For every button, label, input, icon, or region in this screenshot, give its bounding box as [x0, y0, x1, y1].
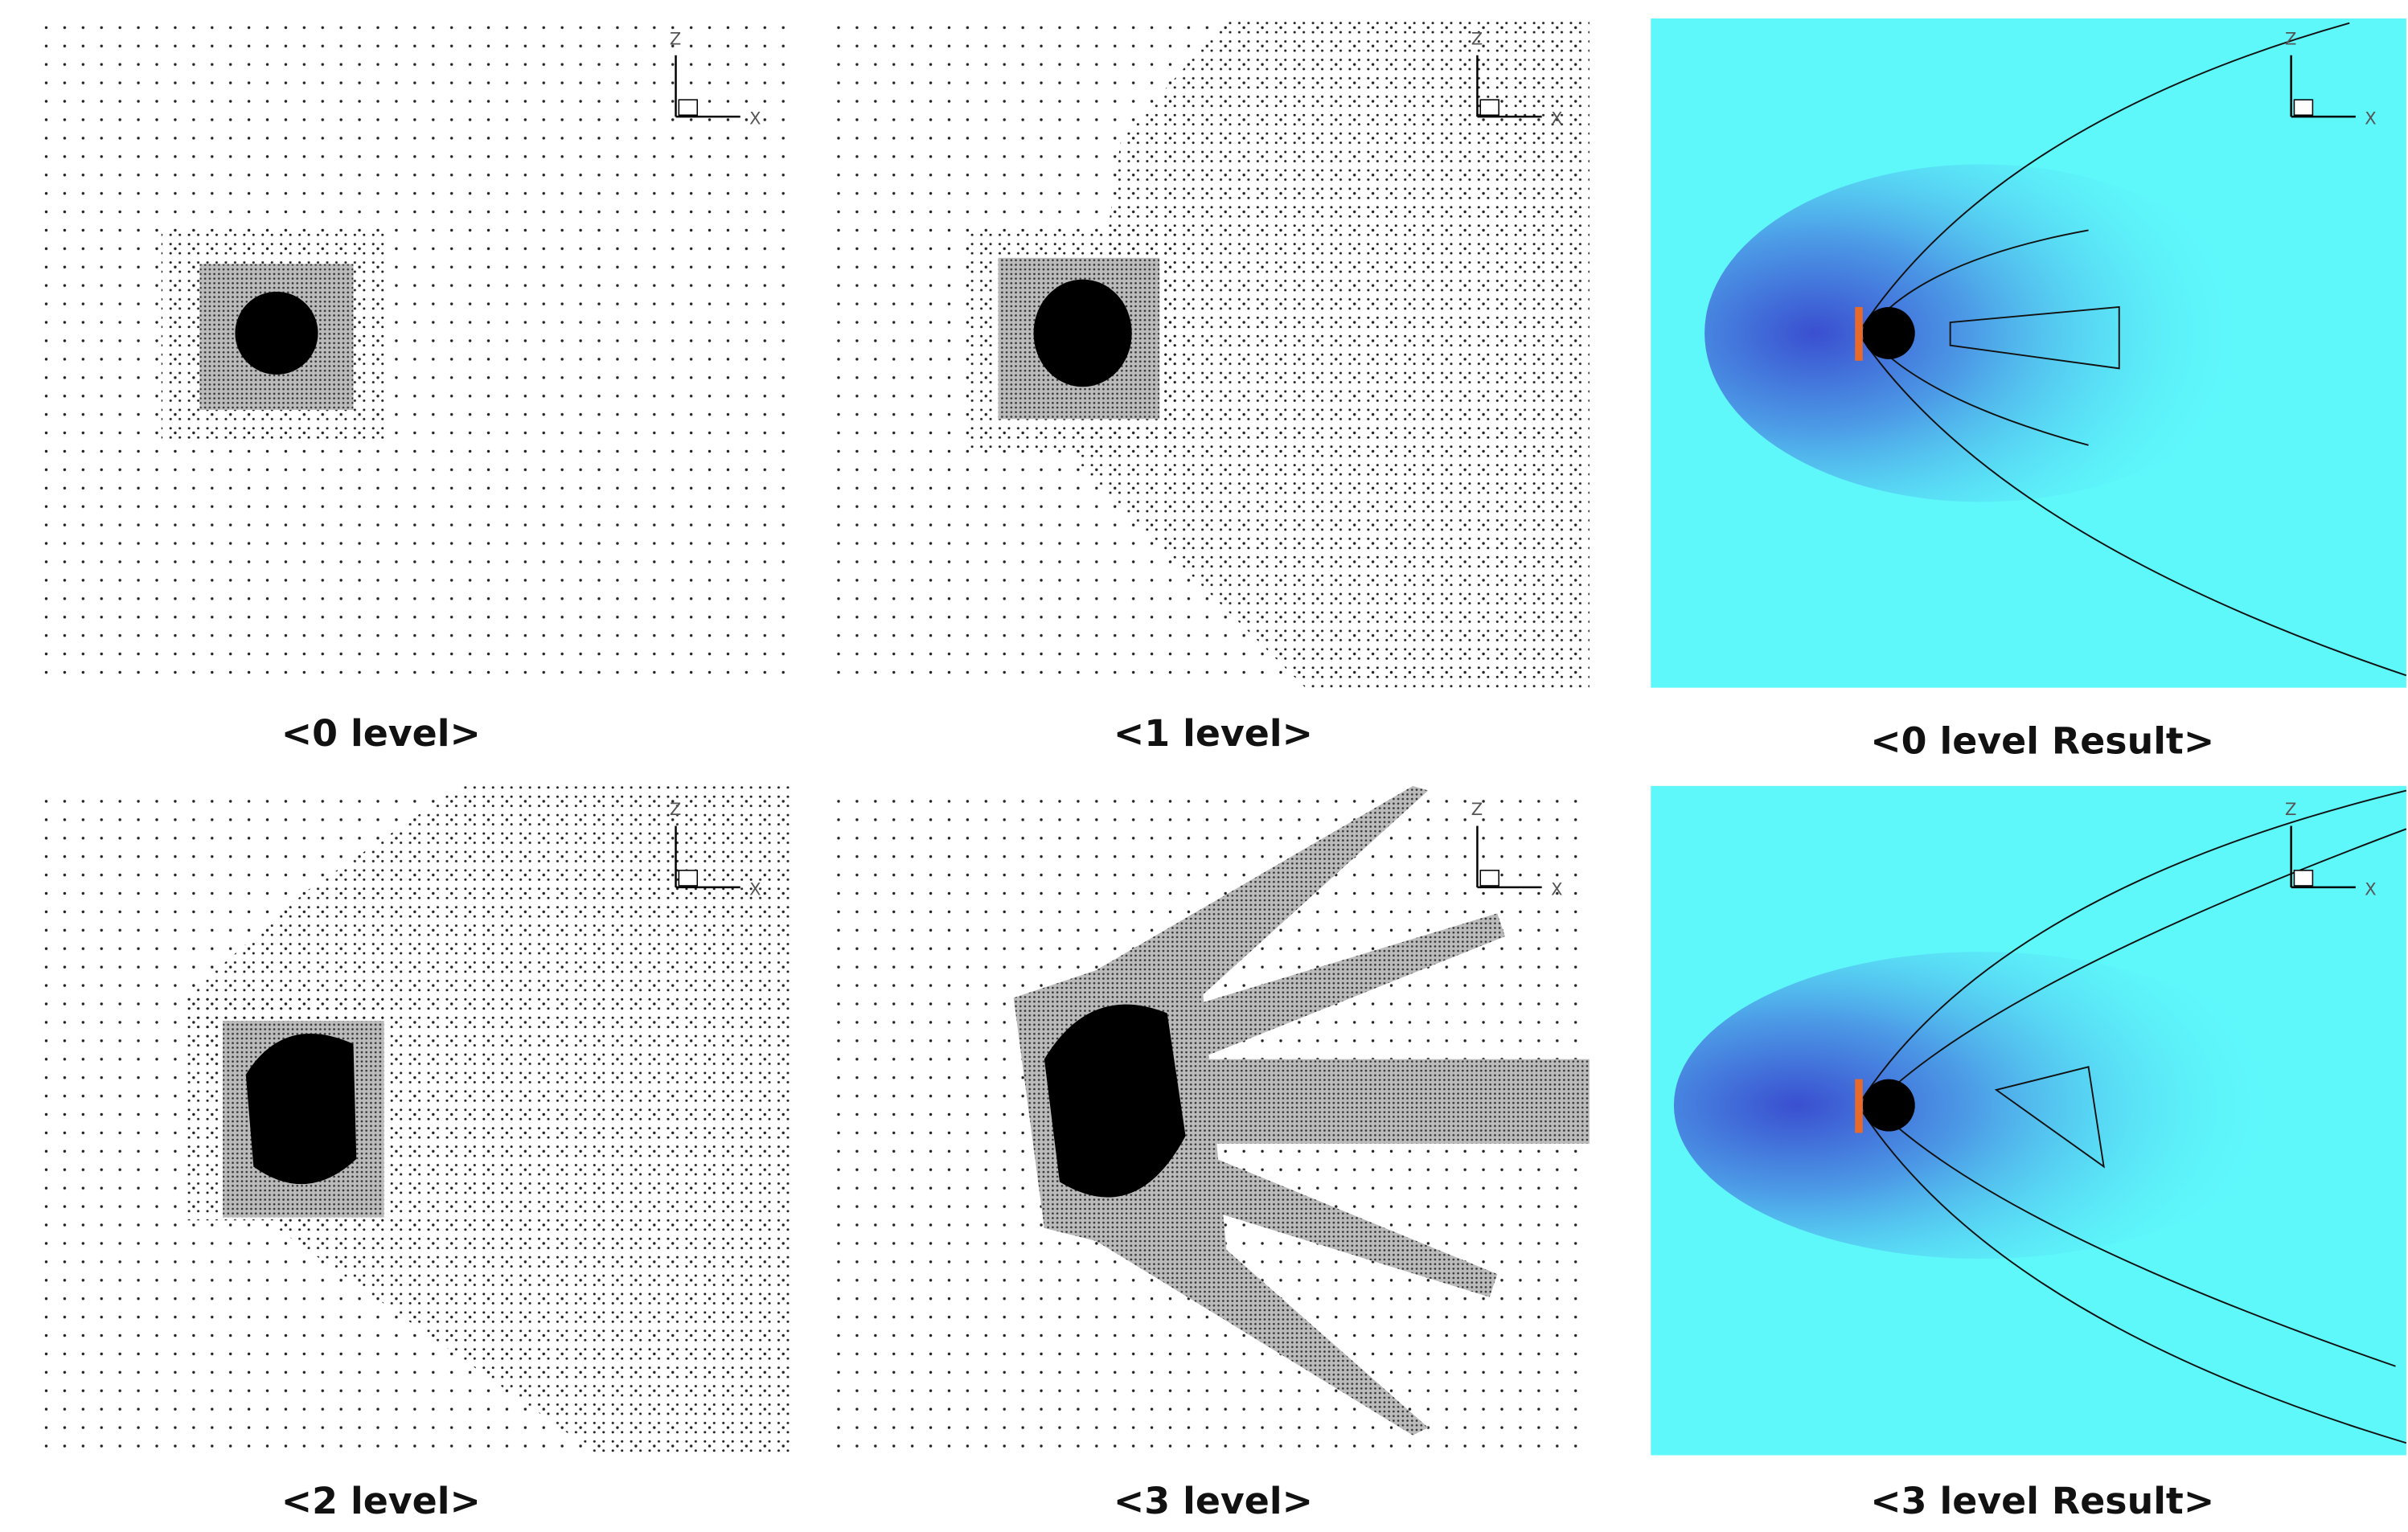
axis-box — [2294, 100, 2312, 115]
axis-box — [2294, 870, 2312, 886]
axis-label: Z — [1471, 29, 1483, 48]
axis-label: X — [749, 879, 761, 899]
axis-label: X — [1551, 879, 1562, 899]
axis-box — [679, 100, 697, 115]
axis-box — [1480, 100, 1499, 115]
axis-label: X — [1551, 109, 1562, 129]
axis-box — [679, 870, 697, 886]
panel-caption: <2 level> — [281, 1479, 481, 1522]
axis-label: Z — [2285, 29, 2296, 48]
axis-label: X — [749, 109, 761, 129]
axis-label: Z — [1471, 800, 1483, 819]
axis-label: Z — [670, 800, 681, 819]
panel-caption: <1 level> — [1114, 711, 1313, 755]
axis-label: X — [2365, 109, 2376, 129]
axis-box — [1480, 870, 1499, 886]
figure: Z X Z X Z X Z X Z X Z X <0 level> <1 level> <0 level … — [0, 0, 2408, 1532]
panel-caption: <3 level Result> — [1870, 1479, 2214, 1522]
result-panel — [1651, 18, 2406, 688]
panel-caption: <3 level> — [1114, 1479, 1313, 1522]
axis-label: Z — [670, 29, 681, 48]
panel-caption: <0 level Result> — [1870, 719, 2214, 763]
axis-label: Z — [2285, 800, 2296, 819]
panel-caption: <0 level> — [281, 711, 481, 755]
mesh-panel — [837, 18, 1590, 688]
axis-label: X — [2365, 879, 2376, 899]
mesh-panel — [31, 18, 790, 688]
